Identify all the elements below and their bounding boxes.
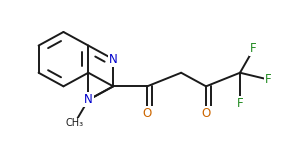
Text: O: O <box>201 107 211 120</box>
Text: F: F <box>237 97 243 110</box>
Text: CH₃: CH₃ <box>66 118 84 128</box>
Text: N: N <box>84 93 93 106</box>
Text: F: F <box>250 42 257 55</box>
Text: O: O <box>142 107 152 120</box>
Text: N: N <box>109 53 118 66</box>
Text: F: F <box>265 73 272 86</box>
